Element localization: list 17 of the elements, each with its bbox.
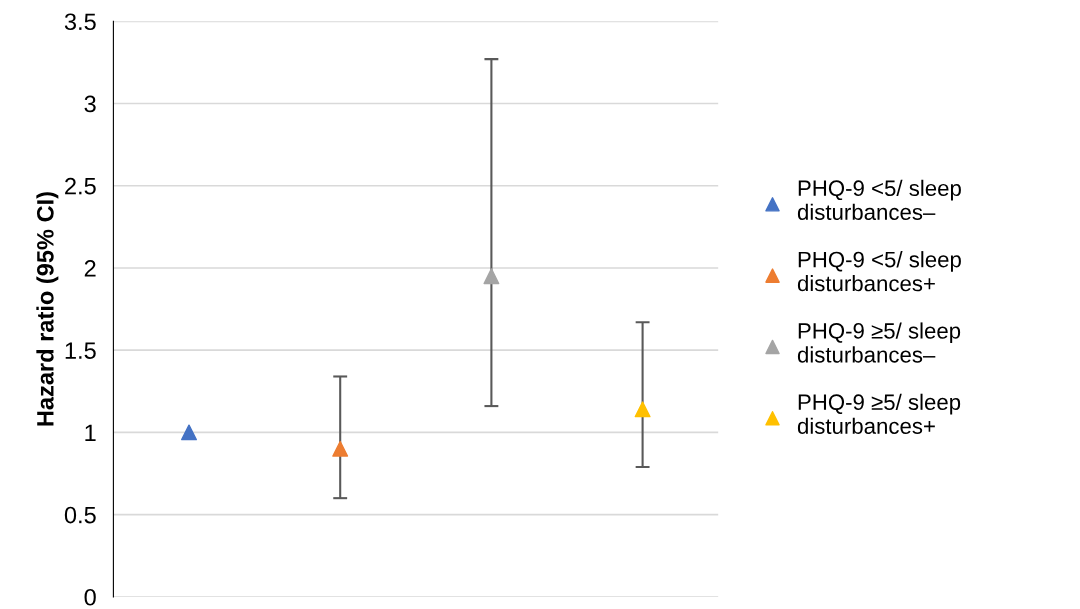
y-tick-label: 3 bbox=[84, 95, 96, 113]
y-tick-label: 2.5 bbox=[65, 177, 96, 195]
point bbox=[181, 424, 197, 441]
y-axis-title: Hazard ratio (95% CI) bbox=[36, 192, 59, 426]
legend-label: PHQ-9 <5/ sleep disturbances– bbox=[797, 179, 961, 221]
y-tick-label: 1 bbox=[85, 424, 96, 441]
point bbox=[634, 401, 651, 418]
legend-label: PHQ-9 ≥5/ sleep disturbances+ bbox=[797, 393, 961, 434]
y-tick-label: 1.5 bbox=[65, 342, 96, 359]
point bbox=[332, 440, 349, 457]
point bbox=[483, 268, 500, 285]
y-tick-label: 2 bbox=[84, 260, 96, 277]
y-tick-label: 0 bbox=[84, 588, 96, 606]
legend-label: PHQ-9 ≥5/ sleep disturbances– bbox=[797, 322, 961, 363]
y-tick-label: 0.5 bbox=[64, 506, 96, 524]
legend-label: PHQ-9 <5/ sleep disturbances+ bbox=[797, 251, 961, 292]
y-tick-label: 3.5 bbox=[64, 13, 96, 31]
